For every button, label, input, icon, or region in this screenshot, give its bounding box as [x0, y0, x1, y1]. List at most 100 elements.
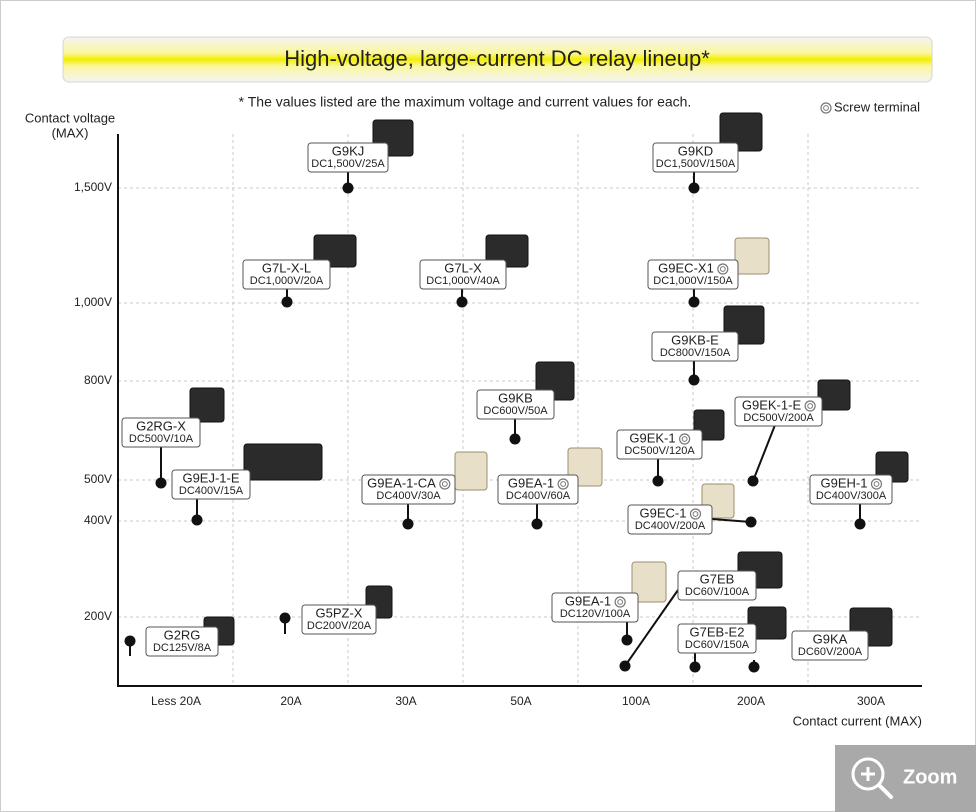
product-name: G9KJ — [332, 143, 365, 158]
screw-icon-inner — [823, 105, 829, 111]
product-spec: DC60V/100A — [685, 586, 750, 598]
product-dot — [688, 296, 700, 308]
product-spec: DC1,000V/150A — [653, 275, 733, 287]
product-name: G9EA-1-CA — [367, 475, 436, 490]
label-box — [734, 396, 823, 427]
leader-line — [624, 589, 679, 667]
x-tick-label: 100A — [622, 694, 650, 708]
zoom-icon — [851, 757, 885, 791]
screw-icon-inner — [441, 481, 448, 487]
zoom-button[interactable]: Zoom — [835, 745, 976, 812]
product-name: G9EJ-1-E — [182, 470, 239, 485]
label-box — [647, 259, 739, 290]
product-name: G7L-X — [444, 260, 482, 275]
y-axis-label: (MAX) — [52, 125, 89, 140]
product-spec: DC500V/200A — [743, 412, 814, 424]
product-dot — [342, 182, 354, 194]
product-dot — [509, 433, 521, 445]
product-name: G9EA-1 — [565, 593, 611, 608]
screw-icon — [804, 400, 816, 412]
product-name: G9EA-1 — [508, 475, 554, 490]
x-axis-label: Contact current (MAX) — [793, 713, 922, 728]
product-dot — [747, 475, 759, 487]
screw-icon — [870, 478, 883, 490]
product-spec: DC400V/60A — [506, 490, 571, 502]
product-spec: DC400V/15A — [179, 485, 244, 497]
screw-icon — [614, 596, 626, 608]
product-spec: DC800V/150A — [660, 347, 731, 359]
product-image — [817, 379, 851, 411]
product-name: G9KB-E — [671, 332, 719, 347]
title: High-voltage, large-current DC relay lin… — [284, 46, 710, 71]
product-name: G7EB — [700, 571, 735, 586]
screw-icon-inner — [873, 481, 880, 487]
product-spec: DC1,000V/40A — [426, 275, 500, 287]
product-spec: DC400V/30A — [376, 490, 441, 502]
label-box — [307, 142, 389, 173]
screw-icon — [820, 102, 832, 114]
screw-icon — [717, 263, 729, 275]
product-name: G9KD — [678, 143, 713, 158]
product-image — [313, 234, 357, 268]
product-dot — [456, 296, 468, 308]
label-box — [476, 389, 555, 420]
x-tick-label: 300A — [857, 694, 885, 708]
product-spec: DC60V/150A — [685, 639, 750, 651]
product-spec: DC1,500V/25A — [311, 158, 385, 170]
product-dot — [652, 475, 664, 487]
product-image — [719, 112, 763, 152]
product-dot — [124, 635, 136, 647]
note: * The values listed are the maximum volt… — [239, 94, 692, 110]
screw-icon — [439, 478, 451, 490]
label-box — [652, 142, 739, 173]
label-box — [651, 331, 739, 362]
screw-icon — [557, 478, 569, 490]
product-spec: DC125V/8A — [153, 642, 212, 654]
leader-line — [752, 424, 776, 482]
label-box — [145, 626, 219, 657]
product-dot — [191, 514, 203, 526]
product-dot — [619, 660, 631, 672]
y-tick-label: 1,000V — [74, 295, 112, 309]
label-box — [616, 429, 703, 460]
product-dot — [854, 518, 866, 530]
product-dot — [745, 516, 757, 528]
y-tick-label: 800V — [84, 373, 112, 387]
screw-icon-inner — [692, 511, 699, 517]
screw-icon — [679, 433, 691, 445]
x-tick-label: 30A — [395, 694, 416, 708]
zoom-label[interactable]: Zoom — [903, 766, 957, 788]
product-dot — [155, 477, 167, 489]
product-spec: DC200V/20A — [307, 620, 372, 632]
product-name: G7L-X-L — [262, 260, 311, 275]
zoom-bg[interactable] — [835, 745, 976, 812]
product-name: G9KA — [813, 631, 848, 646]
product-name: G5PZ-X — [316, 605, 363, 620]
product-dot — [688, 182, 700, 194]
label-box — [677, 570, 757, 601]
x-tick-label: 20A — [280, 694, 301, 708]
legend-label: Screw terminal — [834, 99, 920, 114]
leader-line — [711, 518, 752, 523]
screw-icon-inner — [560, 481, 567, 487]
product-spec: DC120V/100A — [560, 608, 631, 620]
product-spec: DC500V/120A — [624, 445, 695, 457]
product-name: G9EK-1-E — [742, 397, 802, 412]
